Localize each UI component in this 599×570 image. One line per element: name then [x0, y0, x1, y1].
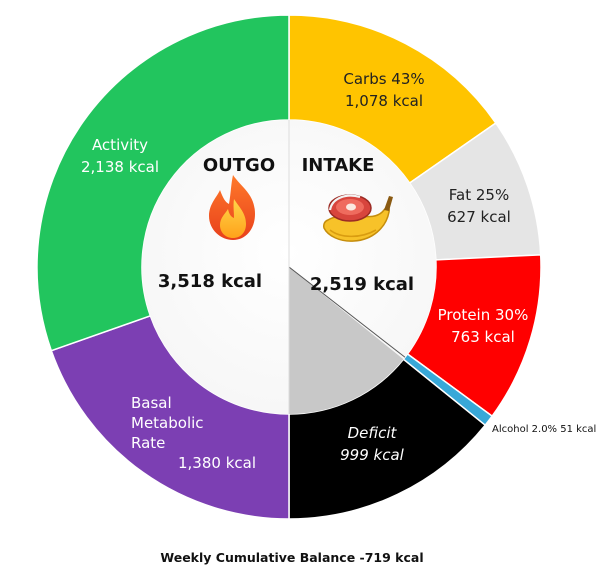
slice-basal — [50, 314, 290, 520]
label-carbs: Carbs 43% 1,078 kcal — [343, 70, 424, 110]
outgo-heading: OUTGO — [203, 155, 275, 176]
weekly-balance-footer: Weekly Cumulative Balance -719 kcal — [160, 550, 423, 565]
label-alcohol: Alcohol 2.0% 51 kcal — [492, 424, 596, 435]
label-fat: Fat 25% 627 kcal — [447, 186, 511, 226]
outer-ring — [36, 14, 542, 520]
label-protein: Protein 30% 763 kcal — [438, 306, 529, 346]
intake-total: 2,519 kcal — [310, 274, 414, 295]
intake-divider-line — [288, 266, 406, 358]
intake-heading: INTAKE — [302, 155, 375, 176]
deficit-inner-wedge — [289, 267, 404, 414]
slice-labels: Carbs 43% 1,078 kcal Fat 25% 627 kcal Protei… — [81, 70, 596, 472]
inner-disc — [142, 120, 436, 414]
label-basal-metabolic-rate: Basal Metabolic Rate1,380 kcal — [131, 394, 256, 472]
label-activity: Activity 2,138 kcal — [81, 136, 159, 176]
fire-icon — [209, 175, 255, 240]
label-deficit: Deficit 999 kcal — [340, 424, 405, 464]
meat-and-banana-icon — [323, 194, 393, 242]
outgo-total: 3,518 kcal — [158, 271, 262, 292]
